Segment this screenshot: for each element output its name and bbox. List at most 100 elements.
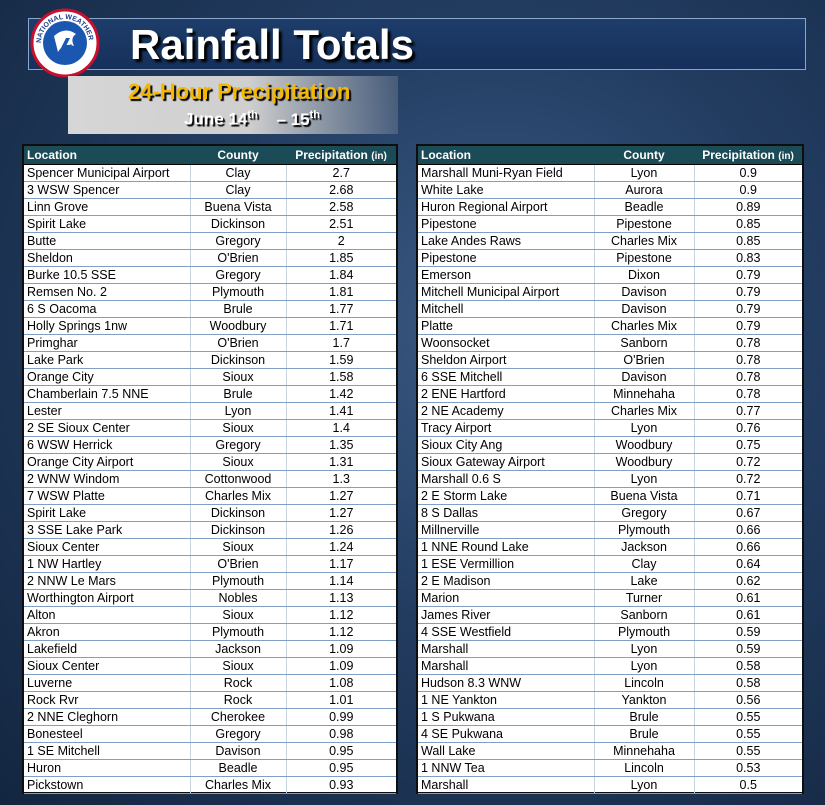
table-row: Marshall Lyon 0.59: [418, 640, 802, 658]
cell-precipitation: 0.64: [694, 555, 802, 573]
cell-location: 7 WSW Platte: [24, 487, 191, 505]
table-row: 2 NE Academy Charles Mix 0.77: [418, 402, 802, 420]
cell-location: Worthington Airport: [24, 589, 191, 607]
table-row: Huron Regional Airport Beadle 0.89: [418, 198, 802, 216]
cell-location: Orange City Airport: [24, 453, 191, 471]
cell-precipitation: 1.35: [286, 436, 396, 454]
cell-location: 6 SSE Mitchell: [418, 368, 595, 386]
table-row: Burke 10.5 SSE Gregory 1.84: [24, 266, 396, 284]
cell-precipitation: 0.55: [694, 725, 802, 743]
cell-county: Clay: [190, 164, 287, 182]
table-row: Luverne Rock 1.08: [24, 674, 396, 692]
cell-precipitation: 1.84: [286, 266, 396, 284]
table-row: 1 NE Yankton Yankton 0.56: [418, 691, 802, 709]
cell-precipitation: 1.09: [286, 640, 396, 658]
cell-county: Sioux: [190, 368, 287, 386]
table-row: Pipestone Pipestone 0.83: [418, 249, 802, 267]
cell-precipitation: 0.61: [694, 606, 802, 624]
table-row: Lake Park Dickinson 1.59: [24, 351, 396, 369]
cell-precipitation: 0.85: [694, 232, 802, 250]
cell-county: Charles Mix: [594, 317, 695, 335]
column-header-county: County: [594, 146, 694, 165]
table-row: Spirit Lake Dickinson 2.51: [24, 215, 396, 233]
cell-location: Lakefield: [24, 640, 191, 658]
cell-location: Rock Rvr: [24, 691, 191, 709]
cell-location: 1 NNE Round Lake: [418, 538, 595, 556]
table-row: 8 S Dallas Gregory 0.67: [418, 504, 802, 522]
column-header-precipitation: Precipitation (in): [694, 146, 802, 165]
cell-location: Huron: [24, 759, 191, 777]
cell-county: Woodbury: [594, 453, 695, 471]
cell-precipitation: 0.99: [286, 708, 396, 726]
cell-county: Plymouth: [190, 572, 287, 590]
cell-county: Beadle: [594, 198, 695, 216]
date-end: – 15: [276, 109, 310, 129]
cell-location: Woonsocket: [418, 334, 595, 352]
cell-county: Sioux: [190, 419, 287, 437]
cell-precipitation: 0.79: [694, 300, 802, 318]
cell-county: Brule: [594, 708, 695, 726]
cell-precipitation: 1.08: [286, 674, 396, 692]
cell-location: Spencer Municipal Airport: [24, 164, 191, 182]
cell-county: Sioux: [190, 453, 287, 471]
cell-precipitation: 1.24: [286, 538, 396, 556]
cell-location: Pickstown: [24, 776, 191, 794]
date-range: June 14th – 15th: [184, 104, 320, 131]
cell-precipitation: 0.72: [694, 453, 802, 471]
cell-location: Sheldon: [24, 249, 191, 267]
table-row: Bonesteel Gregory 0.98: [24, 725, 396, 743]
cell-location: Sioux Center: [24, 538, 191, 556]
table-row: 1 NNE Round Lake Jackson 0.66: [418, 538, 802, 556]
cell-location: Primghar: [24, 334, 191, 352]
cell-precipitation: 0.89: [694, 198, 802, 216]
cell-location: Alton: [24, 606, 191, 624]
header-bar: [28, 18, 806, 70]
cell-location: White Lake: [418, 181, 595, 199]
cell-county: Davison: [594, 283, 695, 301]
cell-location: Pipestone: [418, 249, 595, 267]
table-row: Akron Plymouth 1.12: [24, 623, 396, 641]
cell-precipitation: 1.09: [286, 657, 396, 675]
table-row: Marshall 0.6 S Lyon 0.72: [418, 470, 802, 488]
table-row: Alton Sioux 1.12: [24, 606, 396, 624]
cell-precipitation: 1.81: [286, 283, 396, 301]
table-row: Pipestone Pipestone 0.85: [418, 215, 802, 233]
cell-precipitation: 1.17: [286, 555, 396, 573]
cell-county: Lyon: [594, 419, 695, 437]
cell-precipitation: 0.66: [694, 521, 802, 539]
cell-precipitation: 0.59: [694, 640, 802, 658]
table-row: 6 WSW Herrick Gregory 1.35: [24, 436, 396, 454]
cell-location: 2 NNE Cleghorn: [24, 708, 191, 726]
cell-precipitation: 0.71: [694, 487, 802, 505]
cell-precipitation: 0.59: [694, 623, 802, 641]
cell-county: Lyon: [594, 470, 695, 488]
date-end-suffix: th: [309, 109, 320, 121]
cell-county: O'Brien: [190, 334, 287, 352]
cell-location: 2 E Madison: [418, 572, 595, 590]
cell-location: Marshall: [418, 776, 595, 794]
table-row: Pickstown Charles Mix 0.93: [24, 776, 396, 794]
cell-county: O'Brien: [190, 555, 287, 573]
cell-precipitation: 1.27: [286, 487, 396, 505]
table-row: Marshall Lyon 0.58: [418, 657, 802, 675]
cell-location: Linn Grove: [24, 198, 191, 216]
cell-location: 2 E Storm Lake: [418, 487, 595, 505]
table-row: James River Sanborn 0.61: [418, 606, 802, 624]
cell-precipitation: 0.85: [694, 215, 802, 233]
cell-precipitation: 2.51: [286, 215, 396, 233]
cell-location: James River: [418, 606, 595, 624]
table-row: Sioux Gateway Airport Woodbury 0.72: [418, 453, 802, 471]
cell-precipitation: 0.76: [694, 419, 802, 437]
table-row: Mitchell Davison 0.79: [418, 300, 802, 318]
table-row: Woonsocket Sanborn 0.78: [418, 334, 802, 352]
precipitation-label: Precipitation: [295, 148, 368, 162]
cell-county: Sioux: [190, 657, 287, 675]
cell-precipitation: 0.77: [694, 402, 802, 420]
cell-location: Emerson: [418, 266, 595, 284]
table-row: Spencer Municipal Airport Clay 2.7: [24, 164, 396, 182]
cell-precipitation: 0.66: [694, 538, 802, 556]
cell-county: Plymouth: [594, 521, 695, 539]
cell-county: Lincoln: [594, 759, 695, 777]
cell-county: Dickinson: [190, 351, 287, 369]
cell-location: 1 S Pukwana: [418, 708, 595, 726]
